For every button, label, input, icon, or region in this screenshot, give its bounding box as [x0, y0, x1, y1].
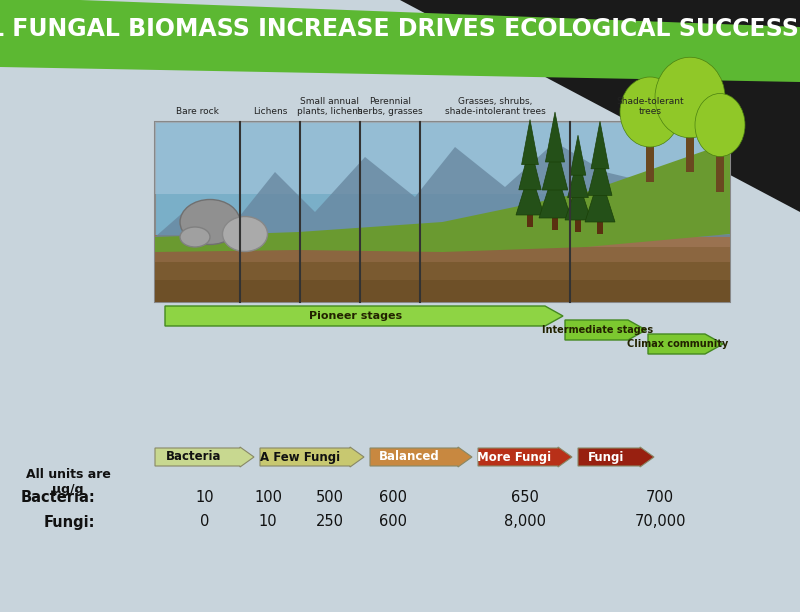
Text: Fungi: Fungi — [588, 450, 624, 463]
Polygon shape — [588, 148, 612, 195]
Text: Small annual
plants, lichens: Small annual plants, lichens — [298, 97, 362, 116]
Text: Bacteria: Bacteria — [166, 450, 221, 463]
FancyArrow shape — [165, 306, 563, 326]
FancyBboxPatch shape — [155, 122, 730, 194]
Text: Bacteria:: Bacteria: — [20, 490, 95, 504]
Polygon shape — [565, 180, 591, 220]
Text: 8,000: 8,000 — [504, 515, 546, 529]
FancyArrow shape — [260, 447, 364, 467]
Polygon shape — [585, 174, 615, 222]
Bar — [686, 132, 694, 172]
FancyArrow shape — [648, 334, 723, 354]
FancyArrow shape — [578, 447, 654, 467]
Text: Shade-tolerant
trees: Shade-tolerant trees — [616, 97, 684, 116]
Polygon shape — [400, 0, 800, 212]
Ellipse shape — [655, 58, 725, 138]
Text: Climax community: Climax community — [627, 339, 728, 349]
Text: Bare rock: Bare rock — [176, 107, 219, 116]
Text: 600: 600 — [379, 515, 407, 529]
Polygon shape — [0, 0, 800, 82]
FancyBboxPatch shape — [0, 72, 800, 612]
Text: SOIL FUNGAL BIOMASS INCREASE DRIVES ECOLOGICAL SUCCESSION: SOIL FUNGAL BIOMASS INCREASE DRIVES ECOL… — [0, 17, 800, 41]
Ellipse shape — [180, 227, 210, 247]
Polygon shape — [546, 112, 565, 162]
Text: 500: 500 — [316, 490, 344, 504]
Text: More Fungi: More Fungi — [477, 450, 551, 463]
Ellipse shape — [180, 200, 240, 245]
Text: Fungi:: Fungi: — [43, 515, 95, 529]
Text: 700: 700 — [646, 490, 674, 504]
Bar — [716, 152, 724, 192]
Text: 10: 10 — [258, 515, 278, 529]
Polygon shape — [155, 142, 730, 237]
Text: Pioneer stages: Pioneer stages — [310, 311, 402, 321]
Ellipse shape — [695, 94, 745, 157]
FancyArrow shape — [478, 447, 572, 467]
FancyBboxPatch shape — [155, 262, 730, 280]
Polygon shape — [539, 168, 571, 218]
Text: Grasses, shrubs,
shade-intolerant trees: Grasses, shrubs, shade-intolerant trees — [445, 97, 546, 116]
Text: 0: 0 — [200, 515, 210, 529]
Text: 650: 650 — [511, 490, 539, 504]
Polygon shape — [568, 158, 588, 198]
Bar — [552, 215, 558, 230]
Text: 100: 100 — [254, 490, 282, 504]
FancyBboxPatch shape — [155, 280, 730, 302]
Polygon shape — [570, 135, 586, 175]
Text: Perennial
herbs, grasses: Perennial herbs, grasses — [357, 97, 423, 116]
Text: 10: 10 — [196, 490, 214, 504]
Polygon shape — [542, 140, 568, 190]
Bar — [597, 219, 603, 234]
FancyArrow shape — [370, 447, 472, 467]
Text: A Few Fungi: A Few Fungi — [261, 450, 341, 463]
FancyArrow shape — [565, 320, 646, 340]
Ellipse shape — [222, 217, 267, 252]
Ellipse shape — [620, 77, 680, 147]
Text: 70,000: 70,000 — [634, 515, 686, 529]
Polygon shape — [591, 121, 609, 169]
Text: Lichens: Lichens — [253, 107, 287, 116]
FancyArrow shape — [155, 447, 254, 467]
FancyBboxPatch shape — [155, 247, 730, 262]
Text: 600: 600 — [379, 490, 407, 504]
FancyBboxPatch shape — [155, 122, 730, 302]
Text: All units are
μg/g: All units are μg/g — [26, 468, 110, 496]
Text: 250: 250 — [316, 515, 344, 529]
FancyBboxPatch shape — [155, 235, 730, 247]
Text: Balanced: Balanced — [379, 450, 440, 463]
Bar — [575, 217, 581, 232]
Bar — [646, 142, 654, 182]
Text: Intermediate stages: Intermediate stages — [542, 325, 653, 335]
Bar — [527, 212, 533, 227]
Polygon shape — [518, 145, 542, 190]
Polygon shape — [155, 142, 730, 252]
Polygon shape — [522, 119, 538, 165]
Polygon shape — [516, 170, 544, 215]
